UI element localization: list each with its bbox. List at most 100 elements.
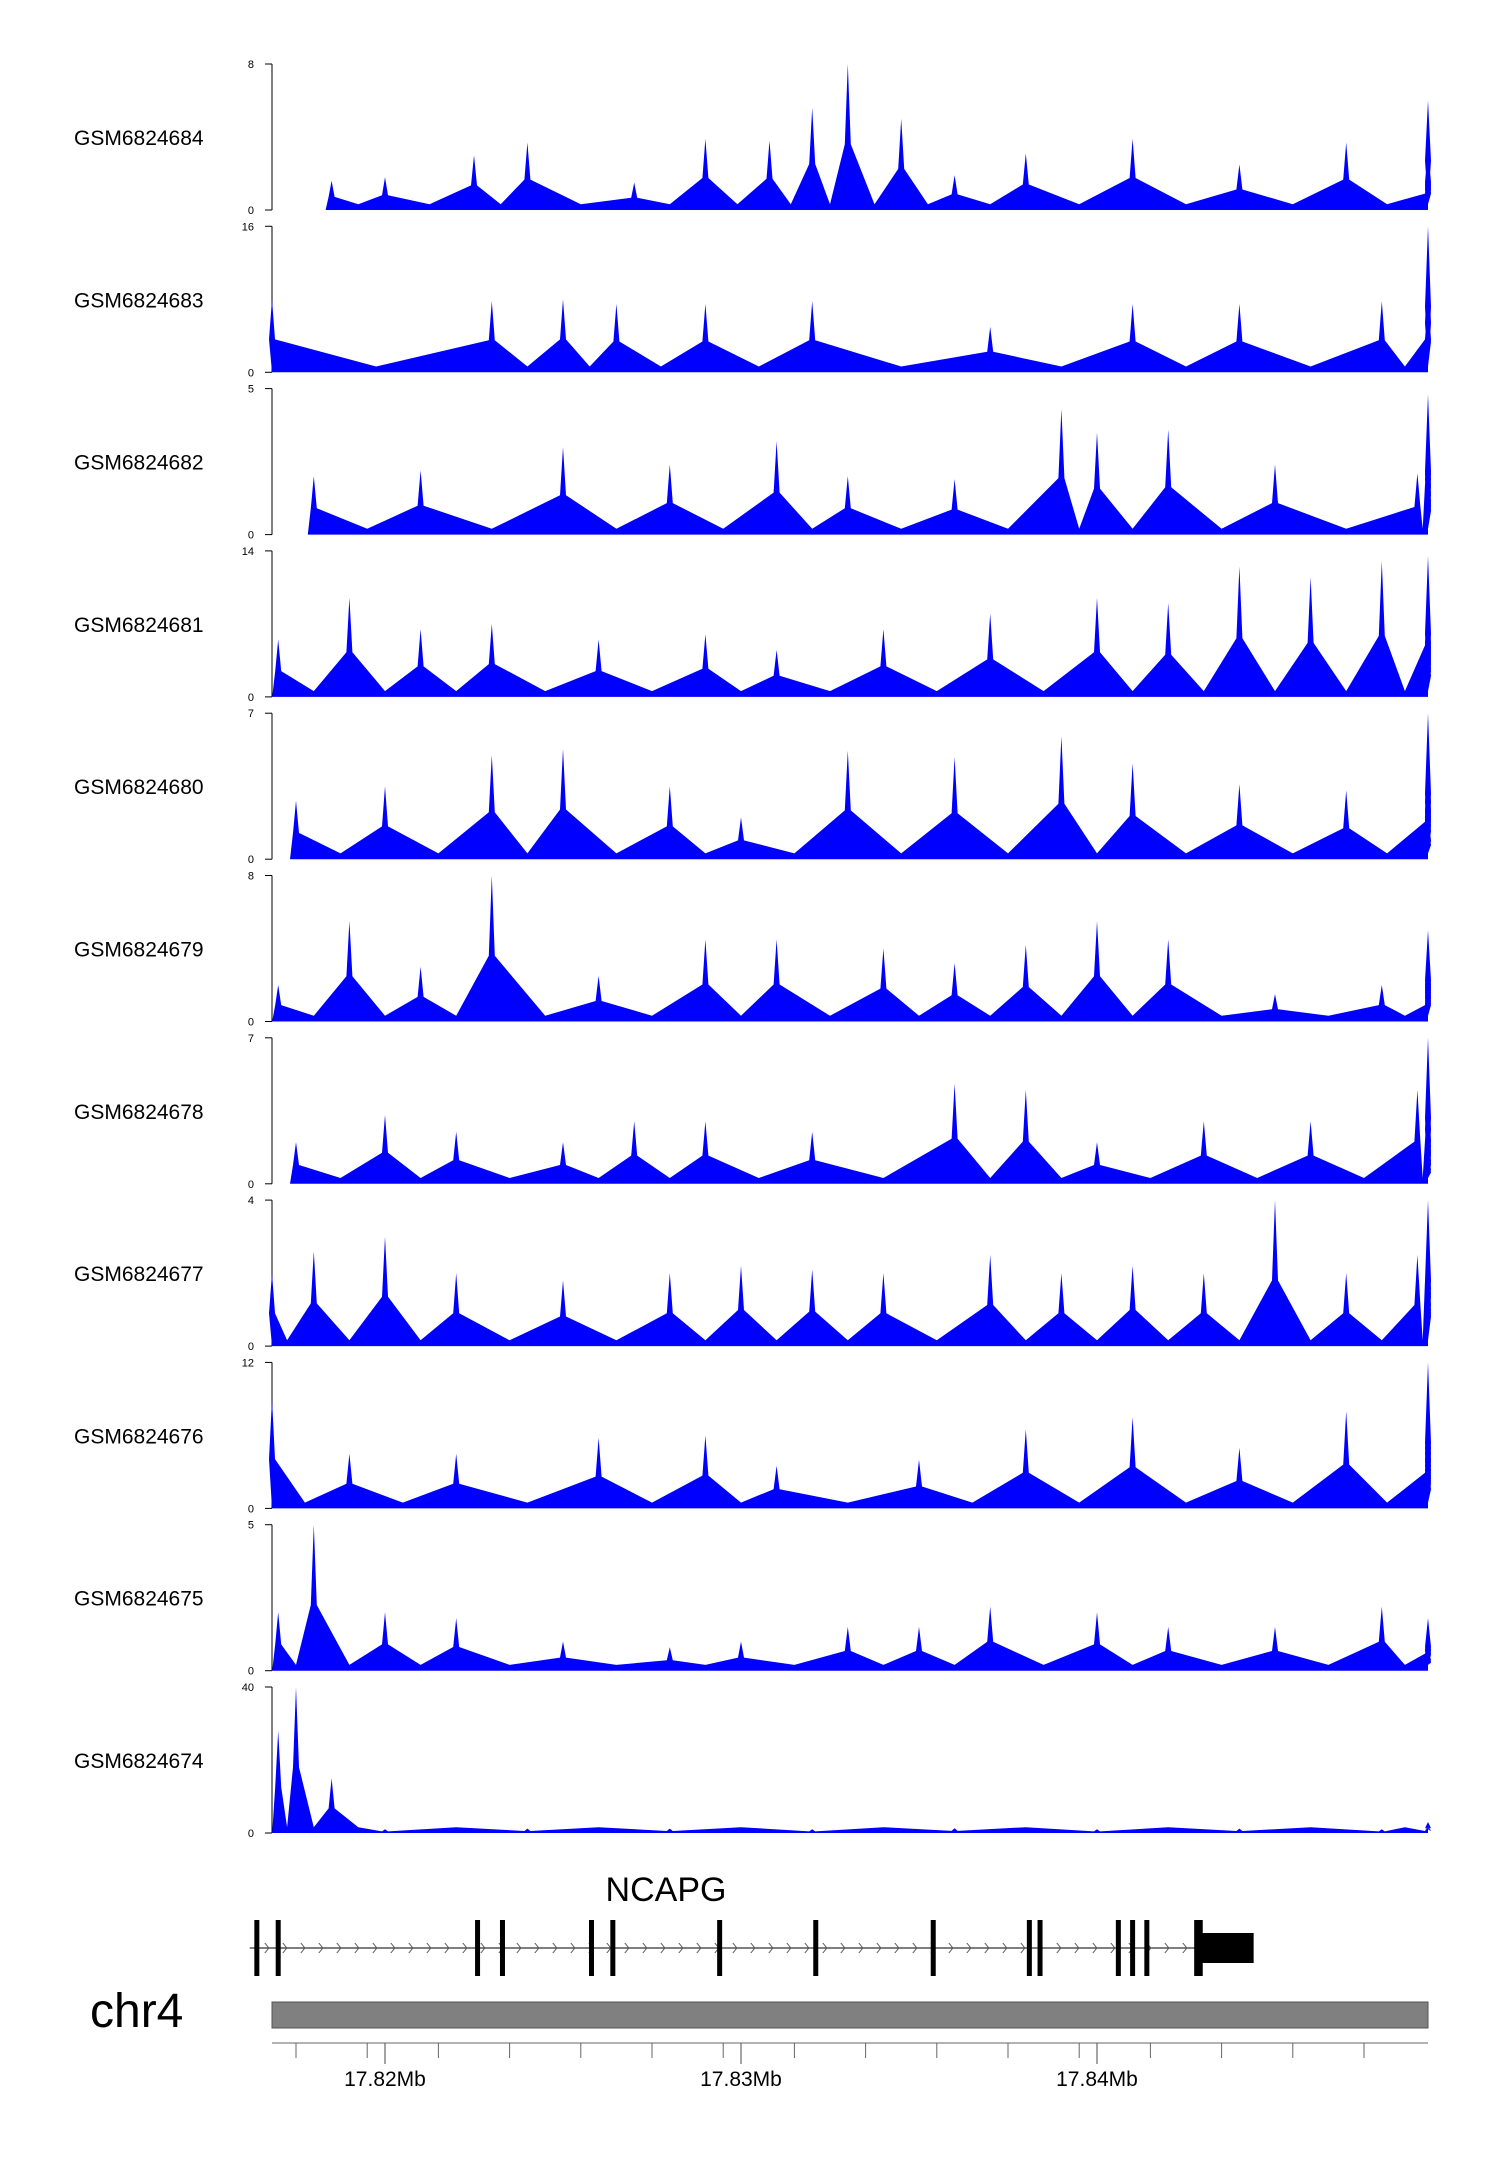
- track-label: GSM6824675: [74, 1588, 204, 1611]
- strand-arrow: [660, 1942, 666, 1954]
- gene-track: NCAPG: [249, 1871, 1254, 1976]
- utr-block: [1200, 1933, 1254, 1963]
- coverage-area: [272, 713, 1431, 860]
- y-max-label: 4: [248, 1195, 254, 1207]
- track-GSM6824675: GSM6824675 5 0: [74, 1520, 1431, 1678]
- coverage-area: [272, 875, 1431, 1022]
- strand-arrow: [966, 1942, 972, 1954]
- y-min-label: 0: [248, 854, 254, 866]
- y-min-label: 0: [248, 1828, 254, 1840]
- coverage-area: [272, 556, 1431, 697]
- y-min-label: 0: [248, 692, 254, 704]
- exon: [588, 1920, 594, 1976]
- y-min-label: 0: [248, 205, 254, 217]
- strand-arrow: [552, 1942, 558, 1954]
- strand-arrow: [696, 1942, 702, 1954]
- strand-arrow: [354, 1942, 360, 1954]
- y-min-label: 0: [248, 1503, 254, 1515]
- x-tick-label: 17.83Mb: [700, 2068, 782, 2091]
- strand-arrow: [480, 1942, 486, 1954]
- track-label: GSM6824674: [74, 1750, 204, 1773]
- strand-arrow: [840, 1942, 846, 1954]
- y-max-label: 8: [248, 871, 254, 883]
- y-min-label: 0: [248, 1179, 254, 1191]
- y-max-label: 5: [248, 384, 254, 396]
- strand-arrow: [1182, 1942, 1188, 1954]
- strand-arrow: [1074, 1942, 1080, 1954]
- strand-arrow: [624, 1942, 630, 1954]
- track-label: GSM6824683: [74, 289, 204, 312]
- strand-arrow: [390, 1942, 396, 1954]
- strand-arrow: [642, 1942, 648, 1954]
- track-GSM6824677: GSM6824677 4 0: [74, 1195, 1431, 1353]
- y-max-label: 14: [242, 546, 254, 558]
- strand-arrow: [426, 1942, 432, 1954]
- strand-arrow: [732, 1942, 738, 1954]
- strand-arrow: [768, 1942, 774, 1954]
- strand-arrow: [570, 1942, 576, 1954]
- strand-arrow: [984, 1942, 990, 1954]
- y-min-label: 0: [248, 530, 254, 542]
- y-min-label: 0: [248, 1341, 254, 1353]
- strand-arrow: [408, 1942, 414, 1954]
- y-max-label: 8: [248, 59, 254, 71]
- track-label: GSM6824684: [74, 127, 204, 150]
- y-min-label: 0: [248, 1017, 254, 1029]
- exon: [930, 1920, 936, 1976]
- strand-arrow: [462, 1942, 468, 1954]
- strand-arrow: [894, 1942, 900, 1954]
- strand-arrow: [876, 1942, 882, 1954]
- exon: [1037, 1920, 1043, 1976]
- exon: [275, 1920, 281, 1976]
- y-max-label: 7: [248, 1033, 254, 1045]
- strand-arrow: [1020, 1942, 1026, 1954]
- track-label: GSM6824678: [74, 1101, 204, 1124]
- gene-name-label: NCAPG: [606, 1871, 727, 1909]
- exon: [475, 1920, 481, 1976]
- exon: [717, 1920, 723, 1976]
- exon: [610, 1920, 616, 1976]
- track-GSM6824682: GSM6824682 5 0: [74, 384, 1431, 542]
- track-GSM6824683: GSM6824683 16 0: [74, 221, 1431, 379]
- coverage-area: [272, 64, 1431, 210]
- exon: [1026, 1920, 1032, 1976]
- coverage-area: [272, 1524, 1431, 1671]
- track-GSM6824680: GSM6824680 7 0: [74, 708, 1431, 866]
- strand-arrow: [336, 1942, 342, 1954]
- strand-arrow: [534, 1942, 540, 1954]
- x-tick-label: 17.82Mb: [344, 2068, 426, 2091]
- coverage-area: [269, 1362, 1431, 1509]
- y-min-label: 0: [248, 367, 254, 379]
- track-GSM6824676: GSM6824676 12 0: [74, 1357, 1431, 1515]
- strand-arrow: [1002, 1942, 1008, 1954]
- exon: [1194, 1920, 1200, 1976]
- exon: [499, 1920, 505, 1976]
- strand-arrow: [372, 1942, 378, 1954]
- strand-arrow: [804, 1942, 810, 1954]
- coverage-area: [269, 1200, 1431, 1347]
- strand-arrow: [1056, 1942, 1062, 1954]
- track-GSM6824678: GSM6824678 7 0: [74, 1033, 1431, 1191]
- strand-arrow: [678, 1942, 684, 1954]
- y-max-label: 5: [248, 1520, 254, 1532]
- strand-arrow: [750, 1942, 756, 1954]
- coverage-area: [272, 1687, 1431, 1833]
- y-min-label: 0: [248, 1666, 254, 1678]
- strand-arrow: [516, 1942, 522, 1954]
- strand-arrow: [1092, 1942, 1098, 1954]
- coverage-tracks: GSM682468480GSM6824683160GSM682468250GSM…: [74, 59, 1431, 1840]
- strand-arrow: [858, 1942, 864, 1954]
- coverage-area: [272, 1037, 1431, 1184]
- chromosome-track: chr4: [90, 1985, 1429, 2038]
- track-label: GSM6824679: [74, 939, 204, 962]
- y-max-label: 16: [242, 221, 254, 233]
- strand-arrow: [444, 1942, 450, 1954]
- exon: [1130, 1920, 1136, 1976]
- track-label: GSM6824676: [74, 1425, 204, 1448]
- strand-arrow: [318, 1942, 324, 1954]
- strand-arrow: [948, 1942, 954, 1954]
- strand-arrow: [282, 1942, 288, 1954]
- chromosome-bar: [271, 2001, 1429, 2029]
- coverage-area: [272, 394, 1431, 535]
